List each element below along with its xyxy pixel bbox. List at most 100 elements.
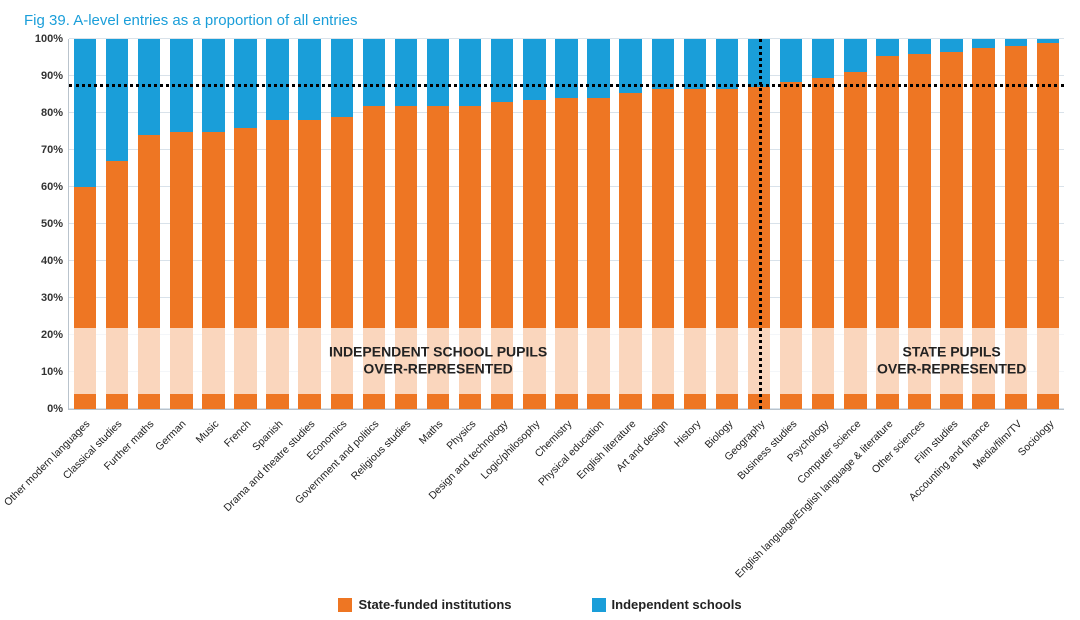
bar-slot	[486, 39, 518, 409]
y-tick-label: 80%	[41, 107, 69, 119]
bar	[908, 39, 930, 409]
bar-segment-independent	[331, 39, 353, 117]
legend-item-independent: Independent schools	[592, 597, 742, 612]
bar-segment-independent	[716, 39, 738, 89]
x-axis-labels: Other modern languagesClassical studiesF…	[68, 410, 1064, 560]
bar-slot	[647, 39, 679, 409]
bar-slot	[197, 39, 229, 409]
bar	[716, 39, 738, 409]
y-tick-label: 0%	[47, 403, 69, 415]
bar-segment-state	[619, 93, 641, 409]
bar-segment-independent	[459, 39, 481, 106]
figure-container: Fig 39. A-level entries as a proportion …	[0, 0, 1080, 620]
bar-segment-state	[331, 117, 353, 409]
y-tick-label: 90%	[41, 70, 69, 82]
bar-slot	[775, 39, 807, 409]
bar-segment-state	[74, 187, 96, 409]
bar-segment-independent	[202, 39, 224, 132]
bar-slot	[294, 39, 326, 409]
bar-segment-independent	[587, 39, 609, 98]
bar-segment-independent	[908, 39, 930, 54]
legend: State-funded institutions Independent sc…	[0, 597, 1080, 612]
bar	[170, 39, 192, 409]
legend-label-independent: Independent schools	[612, 597, 742, 612]
bar	[138, 39, 160, 409]
bar-segment-independent	[972, 39, 994, 48]
bar-segment-state	[459, 106, 481, 409]
bar-segment-state	[684, 89, 706, 409]
bar-slot	[807, 39, 839, 409]
y-tick-label: 100%	[35, 33, 69, 45]
bar	[459, 39, 481, 409]
bar-segment-state	[298, 120, 320, 409]
bar-segment-independent	[170, 39, 192, 132]
legend-label-state: State-funded institutions	[358, 597, 511, 612]
bar	[74, 39, 96, 409]
bar-slot	[615, 39, 647, 409]
bar-segment-independent	[266, 39, 288, 120]
bar-segment-state	[427, 106, 449, 409]
bar-segment-independent	[74, 39, 96, 187]
bar	[1037, 39, 1059, 409]
legend-item-state: State-funded institutions	[338, 597, 511, 612]
bar-segment-independent	[427, 39, 449, 106]
bar-segment-independent	[363, 39, 385, 106]
bar-slot	[968, 39, 1000, 409]
bar	[748, 39, 770, 409]
bar-slot	[1000, 39, 1032, 409]
bar-segment-independent	[395, 39, 417, 106]
bar-segment-independent	[940, 39, 962, 52]
legend-swatch-independent	[592, 598, 606, 612]
y-tick-label: 30%	[41, 292, 69, 304]
bar-segment-independent	[298, 39, 320, 120]
bar-segment-independent	[684, 39, 706, 89]
bar-segment-independent	[748, 39, 770, 87]
bar-segment-independent	[844, 39, 866, 72]
bar	[812, 39, 834, 409]
bar	[491, 39, 513, 409]
legend-swatch-state	[338, 598, 352, 612]
y-tick-label: 60%	[41, 181, 69, 193]
bar-slot	[583, 39, 615, 409]
bar	[619, 39, 641, 409]
bar-segment-state	[523, 100, 545, 409]
bar-slot	[518, 39, 550, 409]
bar-segment-independent	[138, 39, 160, 135]
bar-segment-state	[908, 54, 930, 409]
bar-slot	[229, 39, 261, 409]
bar-slot	[679, 39, 711, 409]
chart: 0%10%20%30%40%50%60%70%80%90%100%INDEPEN…	[24, 39, 1064, 560]
bar-segment-independent	[1005, 39, 1027, 46]
bar-segment-independent	[876, 39, 898, 56]
bars	[69, 39, 1064, 409]
bar	[587, 39, 609, 409]
bar-segment-state	[652, 89, 674, 409]
bar-slot	[262, 39, 294, 409]
bar	[780, 39, 802, 409]
bar-segment-independent	[523, 39, 545, 100]
bar-slot	[550, 39, 582, 409]
bar-slot	[454, 39, 486, 409]
bar-segment-state	[844, 72, 866, 409]
bar-slot	[743, 39, 775, 409]
bar-segment-independent	[780, 39, 802, 82]
bar-slot	[165, 39, 197, 409]
bar-segment-state	[780, 82, 802, 409]
bar-slot	[871, 39, 903, 409]
bar-segment-state	[555, 98, 577, 409]
y-tick-label: 40%	[41, 255, 69, 267]
bar	[427, 39, 449, 409]
bar-segment-state	[234, 128, 256, 409]
y-tick-label: 50%	[41, 218, 69, 230]
bar	[202, 39, 224, 409]
bar-slot	[711, 39, 743, 409]
plot-area: 0%10%20%30%40%50%60%70%80%90%100%INDEPEN…	[68, 39, 1064, 410]
bar	[972, 39, 994, 409]
bar-segment-state	[170, 132, 192, 410]
bar-segment-state	[106, 161, 128, 409]
bar-segment-state	[587, 98, 609, 409]
bar	[106, 39, 128, 409]
bar-segment-state	[491, 102, 513, 409]
bar	[234, 39, 256, 409]
bar-segment-state	[748, 87, 770, 409]
